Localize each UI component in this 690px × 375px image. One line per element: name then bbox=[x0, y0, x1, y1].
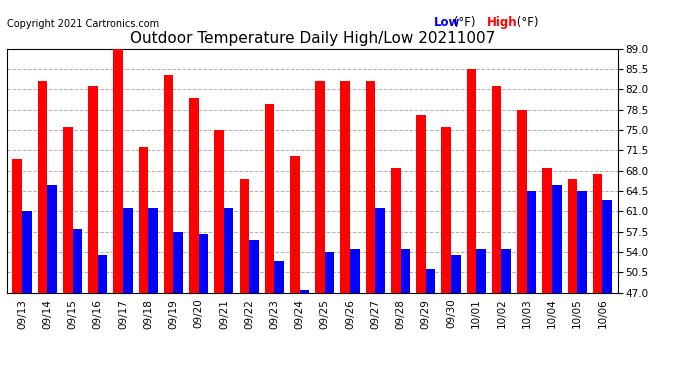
Bar bbox=[22, 211, 32, 292]
Bar bbox=[38, 81, 48, 292]
Bar bbox=[224, 209, 233, 292]
Bar bbox=[113, 49, 123, 292]
Bar bbox=[173, 232, 183, 292]
Bar bbox=[123, 209, 132, 292]
Bar bbox=[139, 147, 148, 292]
Bar bbox=[375, 209, 385, 292]
Bar bbox=[526, 191, 536, 292]
Text: (°F): (°F) bbox=[513, 16, 538, 29]
Bar bbox=[552, 185, 562, 292]
Bar bbox=[602, 200, 612, 292]
Bar bbox=[502, 249, 511, 292]
Bar bbox=[239, 179, 249, 292]
Bar bbox=[416, 116, 426, 292]
Bar bbox=[215, 130, 224, 292]
Bar bbox=[12, 159, 22, 292]
Text: Low: Low bbox=[435, 16, 461, 29]
Bar bbox=[325, 252, 335, 292]
Bar bbox=[72, 229, 82, 292]
Text: High: High bbox=[487, 16, 518, 29]
Bar bbox=[340, 81, 350, 292]
Bar bbox=[391, 168, 400, 292]
Bar bbox=[299, 290, 309, 292]
Bar bbox=[542, 168, 552, 292]
Bar bbox=[63, 127, 72, 292]
Bar bbox=[593, 174, 602, 292]
Bar bbox=[48, 185, 57, 292]
Bar bbox=[98, 255, 108, 292]
Bar bbox=[451, 255, 461, 292]
Bar bbox=[476, 249, 486, 292]
Bar bbox=[249, 240, 259, 292]
Bar bbox=[164, 75, 173, 292]
Bar bbox=[275, 261, 284, 292]
Text: Copyright 2021 Cartronics.com: Copyright 2021 Cartronics.com bbox=[7, 19, 159, 29]
Bar bbox=[400, 249, 410, 292]
Bar bbox=[577, 191, 586, 292]
Bar bbox=[265, 104, 275, 292]
Text: (°F): (°F) bbox=[451, 16, 475, 29]
Bar bbox=[426, 269, 435, 292]
Bar bbox=[189, 98, 199, 292]
Bar bbox=[568, 179, 577, 292]
Title: Outdoor Temperature Daily High/Low 20211007: Outdoor Temperature Daily High/Low 20211… bbox=[130, 31, 495, 46]
Bar bbox=[148, 209, 158, 292]
Bar bbox=[315, 81, 325, 292]
Bar bbox=[366, 81, 375, 292]
Bar bbox=[350, 249, 359, 292]
Bar bbox=[517, 110, 526, 292]
Bar bbox=[466, 69, 476, 292]
Bar bbox=[442, 127, 451, 292]
Bar bbox=[492, 87, 502, 292]
Bar bbox=[88, 87, 98, 292]
Bar bbox=[290, 156, 299, 292]
Bar bbox=[199, 234, 208, 292]
